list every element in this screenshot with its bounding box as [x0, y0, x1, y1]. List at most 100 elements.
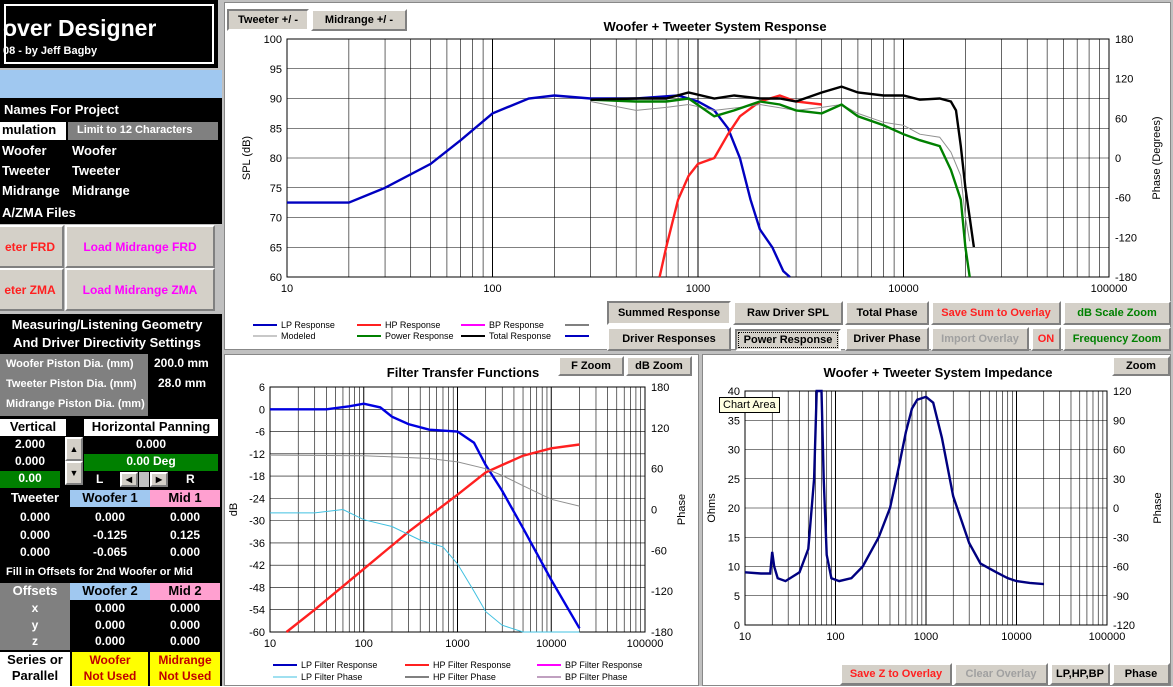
midrange-name-label: Midrange — [2, 183, 60, 198]
offset2-woofer-x[interactable]: 0.000 — [94, 601, 126, 615]
driver-phase-button[interactable]: Driver Phase — [845, 327, 929, 351]
offset-tweeter-y[interactable]: 0.000 — [19, 528, 51, 542]
offsets1-header-tweeter: Tweeter — [0, 490, 70, 507]
y-tick-label: -48 — [249, 582, 265, 594]
y-tick-label: -24 — [249, 493, 265, 505]
offset2-mid-z[interactable]: 0.000 — [169, 634, 201, 648]
vertical-value-3[interactable]: 0.00 — [0, 471, 60, 488]
tab-midrange[interactable]: Midrange +/ - — [311, 9, 407, 31]
y2-tick-label: -120 — [651, 586, 673, 598]
clear-overlay-button[interactable]: Clear Overlay — [954, 663, 1048, 685]
offset-woofer-x[interactable]: 0.000 — [94, 510, 126, 524]
midrange-name-input[interactable]: Midrange — [72, 183, 130, 198]
offset2-woofer-z[interactable]: 0.000 — [94, 634, 126, 648]
y2-tick-label: 120 — [1113, 386, 1131, 398]
db-scale-zoom-button[interactable]: dB Scale Zoom — [1063, 301, 1171, 325]
y2-tick-label: 60 — [1113, 445, 1125, 457]
legend-label: LP Filter Phase — [301, 672, 362, 682]
import-overlay-button[interactable]: Import Overlay — [931, 327, 1029, 351]
pan-left-button[interactable]: ◀ — [120, 472, 138, 487]
filter-chart-area[interactable]: -60 -54 -48 -42 -36 -30 -24 -18 -12 -6 0 6 -180 -120-… — [224, 354, 699, 686]
offset-tweeter-x[interactable]: 0.000 — [19, 510, 51, 524]
x-tick-label: 100000 — [627, 638, 664, 650]
x-tick-label: 1000 — [445, 638, 469, 650]
woofer-piston-value[interactable]: 200.0 mm — [154, 356, 209, 370]
offsets2-header-label: Offsets — [0, 583, 70, 600]
y-tick-label: -18 — [249, 471, 265, 483]
offsets2-section: Fill in Offsets for 2nd Woofer or Mid Of… — [0, 562, 222, 650]
impedance-chart-area[interactable]: 0 5 10 15 20 25 30 35 40 -120 -90 -60 -30 0 30 60 90 120 1… — [702, 354, 1171, 686]
woofer-series-toggle[interactable]: Woofer Not Used — [72, 652, 148, 686]
vertical-down-button[interactable]: ▼ — [65, 461, 83, 485]
y-tick-label: -42 — [249, 560, 265, 572]
vertical-value-2[interactable]: 0.000 — [14, 454, 46, 468]
system-response-chart: 60 65 70 75 80 85 90 95 100 -180 -120 -60 0 60 120 180 1… — [241, 19, 1163, 341]
system-response-chart-area[interactable]: Tweeter +/ - Midrange +/ - 60 65 70 75 80 85 9… — [224, 2, 1171, 350]
deg-value[interactable]: 0.00 Deg — [84, 454, 218, 471]
series-line — [287, 94, 791, 278]
tweeter-piston-value[interactable]: 28.0 mm — [158, 376, 207, 390]
offsets1-header-mid: Mid 1 — [150, 490, 220, 507]
load-midrange-frd-button[interactable]: Load Midrange FRD — [65, 225, 215, 268]
save-sum-overlay-button[interactable]: Save Sum to Overlay — [931, 301, 1061, 325]
geometry-header-1: Measuring/Listening Geometry — [11, 317, 203, 332]
tweeter-name-input[interactable]: Tweeter — [72, 163, 121, 178]
woofer-name-input[interactable]: Woofer — [72, 143, 117, 158]
offsets2-header-woofer: Woofer 2 — [70, 583, 150, 600]
f-zoom-button[interactable]: F Zoom — [558, 356, 624, 376]
load-midrange-zma-button[interactable]: Load Midrange ZMA — [65, 268, 215, 311]
pan-right-button[interactable]: ▶ — [150, 472, 168, 487]
offset2-mid-y[interactable]: 0.000 — [169, 618, 201, 632]
midrange-series-toggle[interactable]: Midrange Not Used — [150, 652, 220, 686]
series-line — [285, 443, 580, 633]
tab-tweeter[interactable]: Tweeter +/ - — [227, 9, 309, 31]
summed-response-button[interactable]: Summed Response — [607, 301, 731, 325]
y2-tick-label: 90 — [1113, 415, 1125, 427]
offset-mid-x[interactable]: 0.000 — [169, 510, 201, 524]
vertical-up-button[interactable]: ▲ — [65, 437, 83, 461]
load-tweeter-zma-button[interactable]: eter ZMA — [0, 268, 64, 311]
total-phase-button[interactable]: Total Phase — [845, 301, 929, 325]
y-tick-label: 20 — [728, 503, 740, 515]
y2-tick-label: 120 — [1115, 74, 1133, 86]
lp-hp-bp-button[interactable]: LP,HP,BP — [1050, 663, 1110, 685]
series-section: Series or Parallel Woofer Not Used Midrang… — [0, 650, 222, 686]
legend-label: HP Filter Phase — [433, 672, 496, 682]
panning-section: Vertical Horizontal Panning 2.000 0.000 … — [0, 418, 222, 490]
offset-mid-y[interactable]: 0.125 — [169, 528, 201, 542]
woofer-series-line1: Woofer — [89, 653, 131, 667]
save-z-overlay-button[interactable]: Save Z to Overlay — [840, 663, 952, 685]
chart-title: Woofer + Tweeter System Impedance — [824, 365, 1053, 380]
raw-driver-spl-button[interactable]: Raw Driver SPL — [733, 301, 843, 325]
y-tick-label: 60 — [270, 272, 282, 284]
files-header: A/ZMA Files — [2, 205, 76, 220]
offsets2-axis-bg — [0, 600, 70, 650]
legend-label: Power Response — [385, 331, 454, 341]
y-tick-label: 40 — [728, 386, 740, 398]
horizontal-value[interactable]: 0.000 — [135, 437, 167, 451]
driver-responses-button[interactable]: Driver Responses — [607, 327, 731, 351]
y2-tick-label: -120 — [1115, 232, 1137, 244]
overlay-on-toggle[interactable]: ON — [1031, 327, 1061, 351]
offset2-mid-x[interactable]: 0.000 — [169, 601, 201, 615]
impedance-phase-button[interactable]: Phase — [1112, 663, 1170, 685]
offset-tweeter-z[interactable]: 0.000 — [19, 545, 51, 559]
simulation-label: mulation — [0, 122, 66, 140]
offset-mid-z[interactable]: 0.000 — [169, 545, 201, 559]
series-line — [270, 402, 581, 629]
load-tweeter-frd-button[interactable]: eter FRD — [0, 225, 64, 268]
db-zoom-button[interactable]: dB Zoom — [626, 356, 692, 376]
vertical-value-1[interactable]: 2.000 — [14, 437, 46, 451]
offset2-woofer-y[interactable]: 0.000 — [94, 618, 126, 632]
offset-woofer-y[interactable]: -0.125 — [92, 528, 128, 542]
x-tick-label: 100 — [483, 283, 501, 295]
offsets2-header-mid: Mid 2 — [150, 583, 220, 600]
offset-woofer-z[interactable]: -0.065 — [92, 545, 128, 559]
y-tick-label: 30 — [728, 445, 740, 457]
pan-slider-thumb[interactable] — [139, 472, 149, 487]
frequency-zoom-button[interactable]: Frequency Zoom — [1063, 327, 1171, 351]
y-axis-label: SPL (dB) — [241, 136, 253, 180]
impedance-zoom-button[interactable]: Zoom — [1112, 356, 1170, 376]
power-response-button[interactable]: Power Response — [735, 329, 841, 351]
y-tick-label: -60 — [249, 627, 265, 639]
